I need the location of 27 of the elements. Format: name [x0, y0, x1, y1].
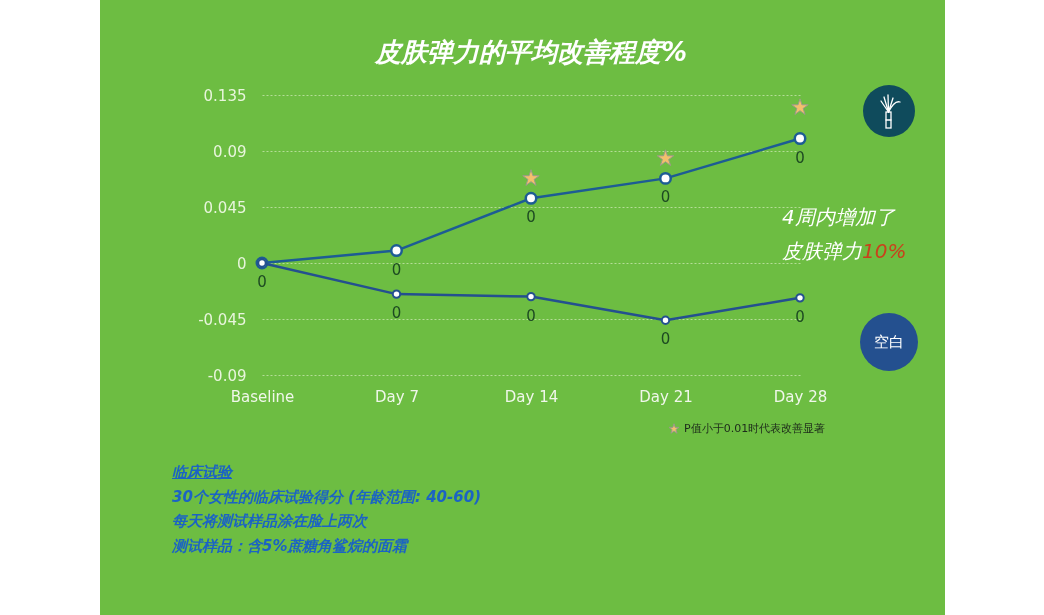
data-label: 0 — [660, 330, 671, 349]
y-tick-label: 0 — [236, 254, 247, 273]
y-tick-label: 0.045 — [203, 198, 247, 217]
annotation: 4周内增加了皮肤弹力10% — [782, 204, 908, 265]
text: 30个女性的临床试验得分 (年龄范围: 40-60) — [172, 487, 482, 507]
x-tick-label: Day 28 — [773, 387, 828, 406]
data-label: 0 — [795, 148, 805, 167]
x-tick-label: Day 21 — [639, 387, 693, 406]
legend-label: P值小于0.01时代表改善显著 — [684, 422, 826, 435]
data-label: 0 — [660, 188, 671, 207]
y-tick-label: 0.09 — [213, 142, 247, 161]
data-label: 0 — [795, 307, 805, 326]
text: 临床试验 — [172, 463, 232, 482]
y-tick-label: -0.09 — [207, 366, 247, 385]
text: 每天将测试样品涂在脸上两次 — [172, 512, 367, 531]
chart-title: 皮肤弹力的平均改善程度% — [373, 37, 688, 67]
text: 测试样品：含5%蔗糖角鲨烷的面霜 — [172, 536, 408, 556]
x-tick-label: Baseline — [230, 387, 295, 406]
y-tick-label: 0.135 — [203, 86, 247, 105]
data-label: 0 — [257, 273, 267, 291]
x-tick-label: Day 7 — [375, 387, 419, 406]
y-tick-label: -0.045 — [198, 310, 247, 329]
data-label: 0 — [391, 304, 402, 323]
data-label: 0 — [526, 306, 536, 325]
x-tick-label: Day 14 — [504, 387, 559, 406]
data-label: 0 — [526, 208, 536, 227]
data-label: 0 — [391, 260, 402, 279]
